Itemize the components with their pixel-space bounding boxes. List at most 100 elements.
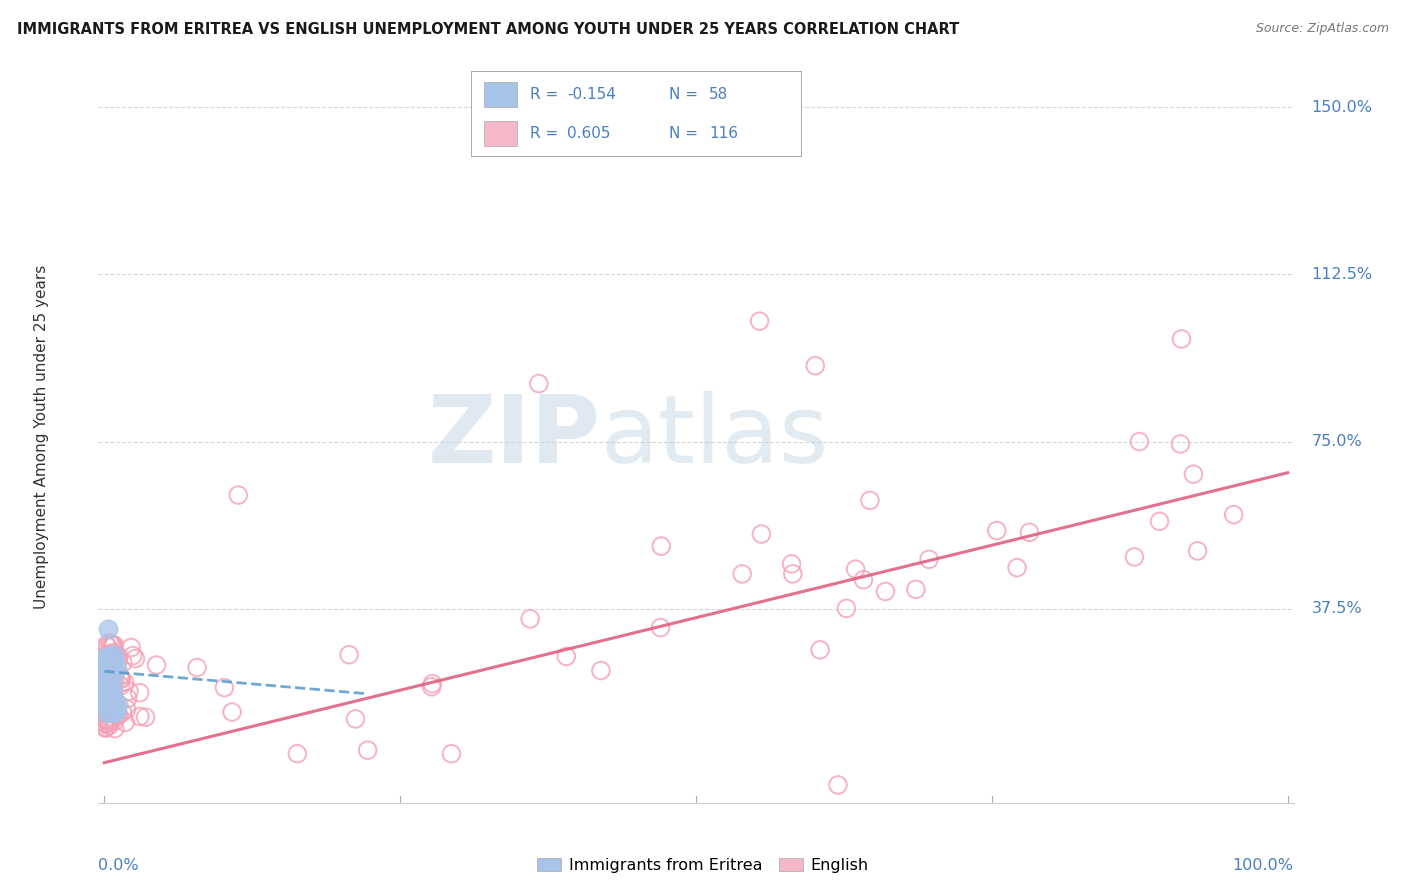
Point bbox=[96, 714, 118, 728]
Point bbox=[100, 677, 122, 691]
Point bbox=[589, 664, 612, 678]
Point bbox=[101, 638, 124, 652]
Point bbox=[98, 718, 121, 732]
Point bbox=[124, 651, 146, 665]
Text: 75.0%: 75.0% bbox=[1312, 434, 1362, 449]
Point bbox=[107, 706, 129, 721]
Point bbox=[110, 672, 132, 686]
Point bbox=[108, 708, 131, 723]
Point bbox=[100, 648, 122, 662]
Point bbox=[96, 675, 118, 690]
Point bbox=[100, 680, 122, 694]
Point bbox=[96, 662, 118, 676]
Point bbox=[420, 676, 443, 690]
Point bbox=[96, 692, 118, 706]
Point bbox=[97, 640, 120, 654]
Text: R =: R = bbox=[530, 126, 564, 141]
Point bbox=[859, 493, 882, 508]
Point bbox=[97, 686, 120, 700]
Point bbox=[100, 706, 122, 721]
Point bbox=[94, 721, 117, 735]
Point bbox=[97, 704, 120, 718]
Point bbox=[100, 714, 122, 728]
Point bbox=[98, 687, 121, 701]
Point bbox=[97, 667, 120, 681]
Point bbox=[101, 638, 124, 652]
Point bbox=[96, 656, 118, 670]
Point bbox=[98, 648, 121, 663]
Point bbox=[94, 715, 117, 730]
Point bbox=[875, 584, 897, 599]
Point bbox=[804, 359, 827, 373]
Text: ZIP: ZIP bbox=[427, 391, 600, 483]
Point bbox=[97, 715, 120, 730]
Point bbox=[107, 697, 129, 711]
Point bbox=[96, 699, 118, 714]
Point bbox=[344, 712, 367, 726]
Point bbox=[110, 672, 132, 686]
Text: 58: 58 bbox=[709, 87, 728, 102]
Point bbox=[94, 720, 117, 734]
Text: IMMIGRANTS FROM ERITREA VS ENGLISH UNEMPLOYMENT AMONG YOUTH UNDER 25 YEARS CORRE: IMMIGRANTS FROM ERITREA VS ENGLISH UNEMP… bbox=[17, 22, 959, 37]
Point bbox=[96, 689, 118, 703]
Point bbox=[118, 684, 141, 698]
Point bbox=[103, 686, 125, 700]
Point bbox=[96, 685, 118, 699]
Point bbox=[114, 715, 136, 730]
Text: 0.605: 0.605 bbox=[567, 126, 610, 141]
Point bbox=[100, 659, 122, 673]
Text: 112.5%: 112.5% bbox=[1312, 267, 1372, 282]
Point bbox=[101, 657, 124, 672]
Point bbox=[96, 648, 118, 662]
Point bbox=[101, 666, 124, 681]
Point bbox=[650, 621, 672, 635]
Point bbox=[94, 651, 117, 665]
Point bbox=[94, 699, 117, 714]
Point bbox=[226, 488, 249, 502]
Point bbox=[97, 687, 120, 701]
Point bbox=[100, 691, 122, 706]
Point bbox=[1123, 549, 1146, 564]
Point bbox=[105, 661, 128, 675]
Point bbox=[96, 690, 118, 705]
Point bbox=[1018, 525, 1040, 540]
Point bbox=[98, 673, 121, 687]
Point bbox=[98, 691, 121, 706]
Point bbox=[780, 557, 803, 571]
Point bbox=[105, 703, 128, 717]
Point bbox=[97, 699, 120, 714]
Point bbox=[97, 672, 120, 686]
Point bbox=[97, 695, 120, 709]
Point bbox=[96, 638, 118, 652]
Point bbox=[100, 681, 122, 695]
Point bbox=[108, 669, 131, 683]
Point bbox=[555, 649, 578, 664]
Point bbox=[101, 686, 124, 700]
Point bbox=[103, 638, 125, 652]
Text: 37.5%: 37.5% bbox=[1312, 601, 1362, 616]
Point bbox=[748, 314, 770, 328]
Point bbox=[94, 694, 117, 708]
Point bbox=[100, 691, 122, 706]
Point bbox=[104, 722, 127, 736]
Text: atlas: atlas bbox=[600, 391, 828, 483]
Point bbox=[96, 692, 118, 706]
Point bbox=[145, 658, 167, 673]
Point bbox=[285, 747, 308, 761]
Text: Unemployment Among Youth under 25 years: Unemployment Among Youth under 25 years bbox=[34, 265, 49, 609]
Point bbox=[221, 705, 243, 719]
Point bbox=[1005, 560, 1028, 574]
Point bbox=[986, 524, 1008, 538]
Point bbox=[357, 743, 380, 757]
Point bbox=[94, 652, 117, 666]
Point bbox=[121, 648, 143, 663]
Point bbox=[128, 709, 150, 723]
Point bbox=[519, 612, 541, 626]
Point bbox=[94, 681, 117, 695]
Point bbox=[103, 672, 125, 686]
Point bbox=[104, 652, 127, 666]
Point bbox=[1128, 434, 1150, 449]
Point bbox=[100, 650, 122, 665]
Point bbox=[337, 648, 360, 662]
Text: N =: N = bbox=[669, 126, 703, 141]
